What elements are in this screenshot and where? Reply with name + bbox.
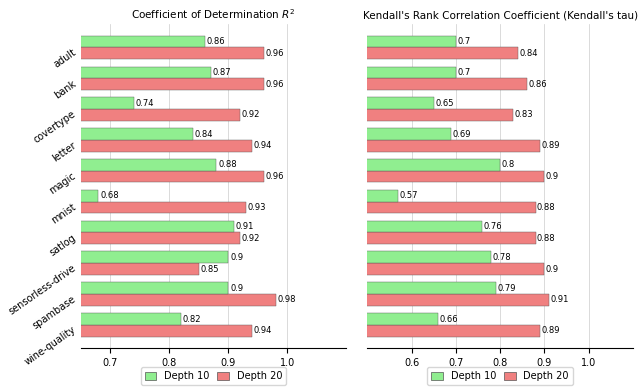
Text: 0.91: 0.91 xyxy=(236,222,254,231)
Bar xyxy=(146,97,434,109)
Bar xyxy=(0,109,240,121)
Bar xyxy=(146,202,536,213)
Text: 0.76: 0.76 xyxy=(484,222,502,231)
Text: 0.98: 0.98 xyxy=(277,295,296,304)
Text: 0.92: 0.92 xyxy=(242,234,260,243)
Title: Coefficient of Determination $R^2$: Coefficient of Determination $R^2$ xyxy=(131,7,296,21)
Text: 0.94: 0.94 xyxy=(253,141,272,150)
Text: 0.7: 0.7 xyxy=(457,37,470,46)
Bar xyxy=(146,36,456,47)
Text: 0.86: 0.86 xyxy=(207,37,225,46)
Bar xyxy=(0,128,193,140)
Bar xyxy=(146,159,500,171)
Text: 0.83: 0.83 xyxy=(515,110,533,119)
Text: 0.85: 0.85 xyxy=(200,265,219,273)
Text: 0.82: 0.82 xyxy=(183,314,201,324)
Text: 0.92: 0.92 xyxy=(242,110,260,119)
Text: 0.88: 0.88 xyxy=(537,203,556,212)
Bar xyxy=(146,190,398,202)
Bar xyxy=(0,78,264,90)
Bar xyxy=(0,252,228,263)
Bar xyxy=(146,325,540,336)
Text: 0.57: 0.57 xyxy=(399,191,418,200)
Text: 0.9: 0.9 xyxy=(546,172,559,181)
Bar xyxy=(0,221,234,232)
Title: Kendall's Rank Correlation Coefficient (Kendall's tau): Kendall's Rank Correlation Coefficient (… xyxy=(363,11,637,21)
Text: 0.96: 0.96 xyxy=(266,172,284,181)
Bar xyxy=(146,128,451,140)
Text: 0.78: 0.78 xyxy=(493,253,511,262)
Text: 0.74: 0.74 xyxy=(136,99,154,108)
Bar xyxy=(146,263,545,275)
Bar xyxy=(0,263,199,275)
Text: 0.79: 0.79 xyxy=(497,284,516,293)
Bar xyxy=(146,232,536,244)
Bar xyxy=(0,67,211,78)
Text: 0.9: 0.9 xyxy=(230,253,243,262)
Text: 0.8: 0.8 xyxy=(502,160,515,169)
Text: 0.93: 0.93 xyxy=(248,203,266,212)
Bar xyxy=(0,97,134,109)
Text: 0.68: 0.68 xyxy=(100,191,118,200)
Text: 0.96: 0.96 xyxy=(266,49,284,58)
Bar xyxy=(146,313,438,325)
Bar xyxy=(0,202,246,213)
Bar xyxy=(146,47,518,59)
Bar xyxy=(0,232,240,244)
Text: 0.84: 0.84 xyxy=(519,49,538,58)
Text: 0.66: 0.66 xyxy=(440,314,458,324)
Bar xyxy=(146,221,483,232)
Bar xyxy=(146,294,549,306)
Bar xyxy=(146,282,496,294)
Bar xyxy=(146,171,545,182)
Text: 0.65: 0.65 xyxy=(435,99,454,108)
Legend: Depth 10, Depth 20: Depth 10, Depth 20 xyxy=(141,368,286,385)
Bar xyxy=(146,78,527,90)
Text: 0.91: 0.91 xyxy=(550,295,568,304)
Text: 0.7: 0.7 xyxy=(457,68,470,77)
Text: 0.89: 0.89 xyxy=(541,326,560,335)
Text: 0.87: 0.87 xyxy=(212,68,231,77)
Bar xyxy=(0,325,252,336)
Legend: Depth 10, Depth 20: Depth 10, Depth 20 xyxy=(428,368,573,385)
Bar xyxy=(146,109,513,121)
Text: 0.9: 0.9 xyxy=(230,284,243,293)
Bar xyxy=(0,159,216,171)
Text: 0.88: 0.88 xyxy=(218,160,237,169)
Text: 0.86: 0.86 xyxy=(528,80,547,89)
Bar xyxy=(0,47,264,59)
Bar xyxy=(0,140,252,152)
Bar xyxy=(146,252,492,263)
Text: 0.69: 0.69 xyxy=(452,130,471,138)
Bar xyxy=(0,282,228,294)
Text: 0.84: 0.84 xyxy=(195,130,213,138)
Text: 0.88: 0.88 xyxy=(537,234,556,243)
Bar xyxy=(0,36,205,47)
Text: 0.9: 0.9 xyxy=(546,265,559,273)
Bar xyxy=(0,313,181,325)
Text: 0.89: 0.89 xyxy=(541,141,560,150)
Bar xyxy=(0,294,275,306)
Bar xyxy=(0,190,99,202)
Text: 0.96: 0.96 xyxy=(266,80,284,89)
Text: 0.94: 0.94 xyxy=(253,326,272,335)
Bar xyxy=(0,171,264,182)
Bar xyxy=(146,67,456,78)
Bar xyxy=(146,140,540,152)
